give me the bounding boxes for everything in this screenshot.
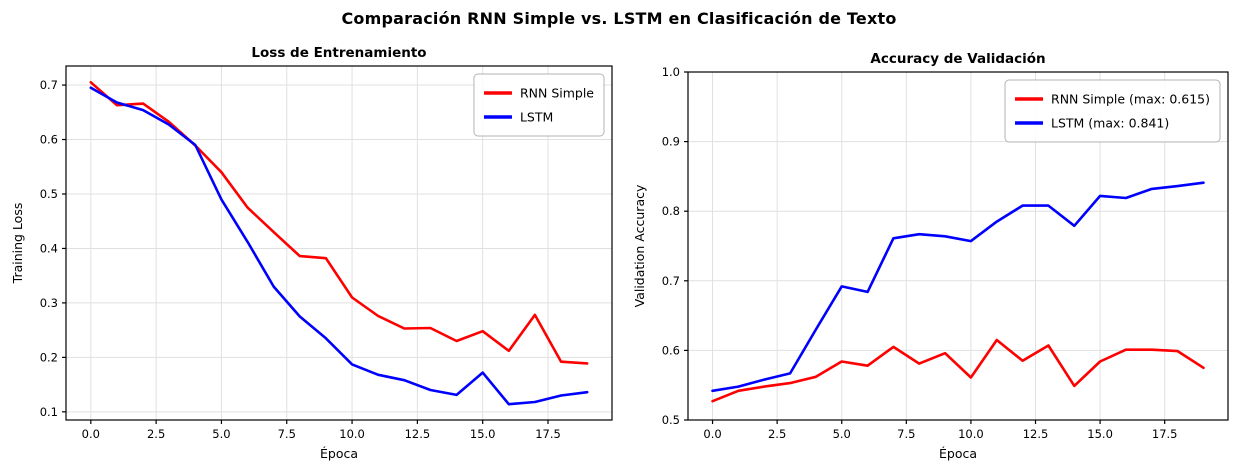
x-tick-label: 0.0 bbox=[82, 427, 100, 441]
y-axis: 0.1 0.2 0.3 0.4 0.5 0.6 0.7 bbox=[40, 78, 66, 419]
y-tick-label: 0.9 bbox=[662, 135, 680, 149]
y-tick-label: 0.7 bbox=[662, 274, 680, 288]
charts-row: 0.0 2.5 5.0 7.5 10.0 12.5 15.0 17.5 0.1 0.2 0.3 0.4… bbox=[0, 40, 1238, 475]
training-loss-chart: 0.0 2.5 5.0 7.5 10.0 12.5 15.0 17.5 0.1 0.2 0.3 0.4… bbox=[0, 40, 619, 475]
legend-label: LSTM (max: 0.841) bbox=[1051, 116, 1169, 131]
validation-accuracy-chart: 0.0 2.5 5.0 7.5 10.0 12.5 15.0 17.5 0.5 0.6 0.7 0.8… bbox=[619, 40, 1238, 475]
y-tick-label: 0.5 bbox=[40, 187, 58, 201]
validation-accuracy-chart-svg: 0.0 2.5 5.0 7.5 10.0 12.5 15.0 17.5 0.5 0.6 0.7 0.8… bbox=[632, 51, 1229, 461]
y-tick-label: 0.1 bbox=[40, 405, 58, 419]
x-axis-label: Época bbox=[939, 446, 977, 461]
series-line-lstm-max-0-841 bbox=[711, 181, 1205, 393]
y-tick-label: 0.6 bbox=[662, 343, 680, 357]
chart-title: Accuracy de Validación bbox=[870, 51, 1045, 67]
plot-frame bbox=[65, 65, 613, 421]
x-tick-label: 7.5 bbox=[278, 427, 296, 441]
x-tick-label: 0.0 bbox=[703, 427, 721, 441]
y-tick-label: 0.6 bbox=[40, 133, 58, 147]
x-tick-label: 15.0 bbox=[470, 427, 496, 441]
y-axis-label: Training Loss bbox=[10, 203, 25, 285]
plot-frame bbox=[687, 71, 1229, 421]
x-tick-label: 10.0 bbox=[958, 427, 984, 441]
x-axis-label: Época bbox=[320, 446, 358, 461]
series-line-lstm bbox=[89, 86, 589, 406]
legend: RNN Simple (max: 0.615) LSTM (max: 0.841) bbox=[1004, 79, 1221, 143]
x-axis: 0.0 2.5 5.0 7.5 10.0 12.5 15.0 17.5 bbox=[703, 420, 1178, 441]
series-line-rnn-simple-max-0-615 bbox=[711, 338, 1205, 403]
x-tick-label: 12.5 bbox=[405, 427, 431, 441]
x-tick-label: 5.0 bbox=[833, 427, 851, 441]
training-loss-chart-svg: 0.0 2.5 5.0 7.5 10.0 12.5 15.0 17.5 0.1 0.2 0.3 0.4… bbox=[10, 45, 613, 461]
legend-label: RNN Simple (max: 0.615) bbox=[1051, 92, 1210, 107]
x-axis: 0.0 2.5 5.0 7.5 10.0 12.5 15.0 17.5 bbox=[82, 420, 561, 441]
x-tick-label: 17.5 bbox=[535, 427, 561, 441]
y-tick-label: 0.7 bbox=[40, 78, 58, 92]
legend: RNN Simple LSTM bbox=[473, 73, 605, 137]
y-tick-label: 0.4 bbox=[40, 241, 58, 255]
y-tick-label: 0.2 bbox=[40, 350, 58, 364]
y-axis: 0.5 0.6 0.7 0.8 0.9 1.0 bbox=[662, 65, 688, 427]
legend-label: LSTM bbox=[520, 110, 553, 125]
x-tick-label: 15.0 bbox=[1087, 427, 1113, 441]
x-tick-label: 10.0 bbox=[339, 427, 365, 441]
y-tick-label: 1.0 bbox=[662, 65, 680, 79]
x-tick-label: 2.5 bbox=[768, 427, 786, 441]
y-axis-label: Validation Accuracy bbox=[632, 184, 647, 307]
figure-title: Comparación RNN Simple vs. LSTM en Clasi… bbox=[341, 9, 897, 28]
x-tick-label: 17.5 bbox=[1152, 427, 1178, 441]
y-tick-label: 0.3 bbox=[40, 296, 58, 310]
grid bbox=[66, 66, 612, 420]
chart-title: Loss de Entrenamiento bbox=[251, 45, 426, 61]
x-tick-label: 2.5 bbox=[147, 427, 165, 441]
y-tick-label: 0.8 bbox=[662, 204, 680, 218]
y-tick-label: 0.5 bbox=[662, 413, 680, 427]
series-line-rnn-simple bbox=[89, 80, 589, 365]
x-tick-label: 12.5 bbox=[1023, 427, 1049, 441]
x-tick-label: 5.0 bbox=[212, 427, 230, 441]
legend-label: RNN Simple bbox=[520, 86, 594, 101]
x-tick-label: 7.5 bbox=[897, 427, 915, 441]
